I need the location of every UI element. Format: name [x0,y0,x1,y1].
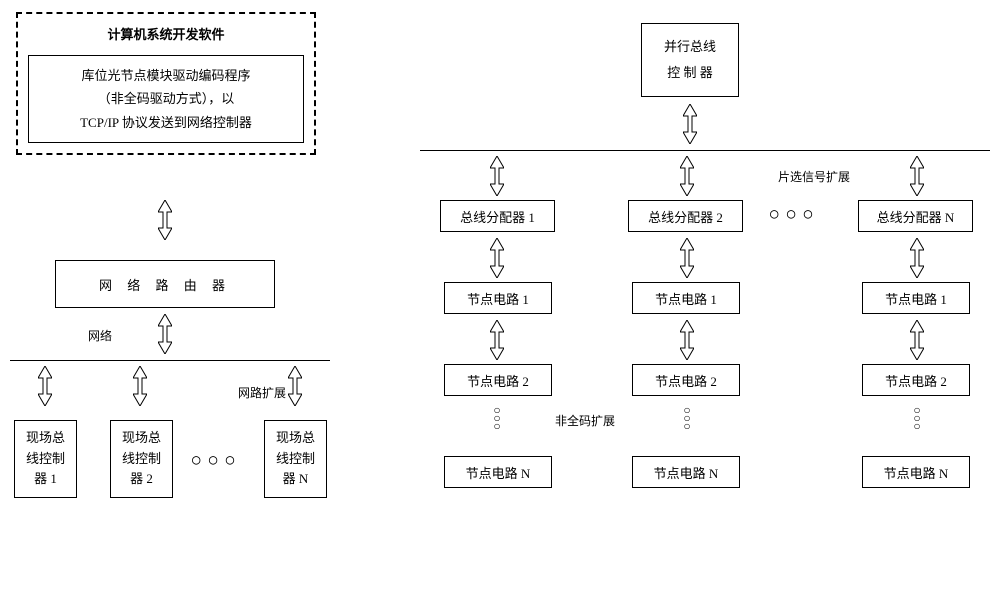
ellipsis-dots: ○ ○ ○ [770,206,812,222]
bus-distributor-2: 总线分配器 2 [628,200,743,232]
right-bus-line [420,150,990,151]
nonfull-code-label: 非全码扩展 [555,412,615,429]
bus-distributor-1: 总线分配器 1 [440,200,555,232]
desc-line3: TCP/IP 协议发送到网络控制器 [39,111,293,134]
dev-software-group: 计算机系统开发软件 库位光节点模块驱动编码程序 （非全码驱动方式），以 TCP/… [16,12,316,155]
pbc-line2: 控 制 器 [667,60,713,86]
left-bus-line [10,360,330,361]
bus-distributor-n: 总线分配器 N [858,200,973,232]
ctrl1-line3: 器 1 [34,469,57,490]
arrow-icon [910,238,924,278]
vertical-ellipsis: ○○○ [492,406,502,430]
chip-select-label: 片选信号扩展 [778,168,850,185]
desc-line1: 库位光节点模块驱动编码程序 [39,64,293,87]
col3-nodeN: 节点电路 N [862,456,970,488]
ctrlN-line2: 线控制 [276,449,315,470]
arrow-icon [683,104,697,144]
arrow-icon [910,156,924,196]
pbc-line1: 并行总线 [664,34,716,60]
ctrl2-line1: 现场总 [122,428,161,449]
arrow-icon [910,320,924,360]
arrow-icon [680,238,694,278]
network-router: 网 络 路 由 器 [55,260,275,308]
desc-line2: （非全码驱动方式），以 [39,87,293,110]
arrow-icon [680,320,694,360]
col2-node2: 节点电路 2 [632,364,740,396]
col2-node1: 节点电路 1 [632,282,740,314]
arrow-icon [158,314,172,354]
ctrlN-line3: 器 N [283,469,309,490]
ctrlN-line1: 现场总 [276,428,315,449]
arrow-icon [133,366,147,406]
arrow-icon [38,366,52,406]
network-ext-label: 网路扩展 [238,384,286,401]
arrow-icon [490,320,504,360]
vertical-ellipsis: ○○○ [682,406,692,430]
ctrl1-line2: 线控制 [26,449,65,470]
arrow-icon [288,366,302,406]
arrow-icon [490,238,504,278]
dev-software-desc: 库位光节点模块驱动编码程序 （非全码驱动方式），以 TCP/IP 协议发送到网络… [28,55,304,143]
col1-nodeN: 节点电路 N [444,456,552,488]
col1-node1: 节点电路 1 [444,282,552,314]
field-bus-controller-2: 现场总 线控制 器 2 [110,420,173,498]
col3-node2: 节点电路 2 [862,364,970,396]
parallel-bus-controller: 并行总线 控 制 器 [641,23,739,97]
vertical-ellipsis: ○○○ [912,406,922,430]
arrow-icon [158,200,172,240]
ellipsis-dots: ○ ○ ○ [192,452,234,468]
ctrl2-line2: 线控制 [122,449,161,470]
ctrl1-line1: 现场总 [26,428,65,449]
field-bus-controller-1: 现场总 线控制 器 1 [14,420,77,498]
col2-nodeN: 节点电路 N [632,456,740,488]
col1-node2: 节点电路 2 [444,364,552,396]
col3-node1: 节点电路 1 [862,282,970,314]
arrow-icon [490,156,504,196]
network-label: 网络 [88,327,112,344]
dev-software-title: 计算机系统开发软件 [28,24,304,43]
field-bus-controller-n: 现场总 线控制 器 N [264,420,327,498]
arrow-icon [680,156,694,196]
ctrl2-line3: 器 2 [130,469,153,490]
